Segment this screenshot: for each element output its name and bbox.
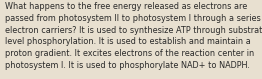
Text: What happens to the free energy released as electrons are
passed from photosyste: What happens to the free energy released… bbox=[5, 2, 262, 70]
